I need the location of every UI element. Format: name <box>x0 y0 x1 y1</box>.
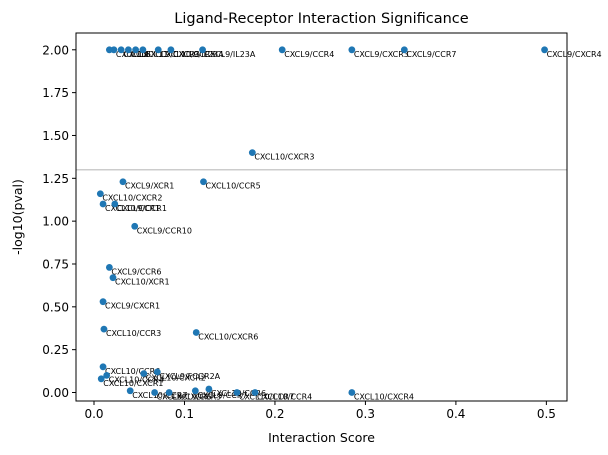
data-point <box>400 46 408 54</box>
data-point <box>140 370 148 378</box>
point-label: CXCL9/CXCR3 <box>145 50 200 59</box>
data-point <box>139 46 147 54</box>
data-point <box>105 264 113 271</box>
point-label: CXCL9/CCR7 <box>406 50 456 59</box>
data-point <box>248 149 256 157</box>
data-point <box>109 274 117 282</box>
data-point <box>154 46 162 54</box>
data-point <box>111 200 119 208</box>
data-point <box>165 389 173 396</box>
x-tick-label: 0.1 <box>175 407 194 421</box>
point-label: CXCL11 <box>138 50 169 59</box>
x-tick-label: 0.0 <box>84 407 103 421</box>
y-axis-label: -log10(pval) <box>10 179 25 255</box>
y-tick-label: 0.50 <box>42 300 69 314</box>
point-label: CXCL10/CCR6 <box>105 367 160 376</box>
point-label: CXCL10/CXCR2 <box>102 194 162 203</box>
plot-area: CXCL10CXCL9CCL5CXCL11CXCL9/CXCR3CXCL10/C… <box>42 32 602 421</box>
point-label: CXCL9/CXCR4 <box>547 50 602 59</box>
y-tick-label: 0.25 <box>42 343 69 357</box>
data-point <box>100 325 108 333</box>
x-tick-label: 0.4 <box>446 407 465 421</box>
data-point <box>132 46 140 54</box>
point-label: CCL5 <box>130 50 151 59</box>
data-point <box>131 222 139 230</box>
data-point <box>251 389 259 396</box>
point-label: CXCL10/CCR1 <box>105 204 160 213</box>
data-point <box>126 387 134 395</box>
chart-title: Ligand-Receptor Interaction Significance <box>174 11 468 27</box>
point-label: CXCL10/XCR1 <box>115 278 170 287</box>
data-point <box>117 46 125 54</box>
data-point <box>191 387 199 395</box>
data-point <box>151 389 159 396</box>
point-label: CXCL9/FCGR2A <box>159 372 220 381</box>
point-label: CXCL10/CCR3 <box>106 329 161 338</box>
y-tick-label: 0.00 <box>42 386 69 400</box>
data-point <box>99 298 107 306</box>
y-tick-label: 1.75 <box>42 86 69 100</box>
point-label: CXCL9/IL23A <box>173 50 224 59</box>
data-point <box>348 46 356 54</box>
data-point <box>192 329 200 336</box>
data-point <box>110 46 118 54</box>
point-label: CXCL9/IL23A <box>205 50 256 59</box>
data-point <box>278 46 286 54</box>
x-axis-label: Interaction Score <box>268 430 375 445</box>
data-point <box>96 190 104 198</box>
data-point <box>119 178 127 186</box>
data-point <box>541 46 548 54</box>
point-label: CXCL10/CCR7 <box>239 393 294 402</box>
x-tick-label: 0.3 <box>356 407 375 421</box>
point-label: CXCL9/CCR3 <box>171 393 221 402</box>
y-tick-label: 2.00 <box>42 43 69 57</box>
data-point <box>103 371 111 379</box>
y-tick-label: 1.25 <box>42 172 69 186</box>
data-point <box>348 389 356 396</box>
y-tick-label: 1.00 <box>42 215 69 229</box>
data-point <box>97 375 105 383</box>
point-label: CXCL9/CCR7 <box>197 391 247 400</box>
point-label: CXCL10/CXCR2 <box>146 374 206 383</box>
point-label: CXCL10/CXCR6 <box>198 333 258 342</box>
point-label: CXCL10/CCR5 <box>205 182 260 191</box>
data-point <box>99 363 107 371</box>
data-point <box>205 385 213 393</box>
plot-frame <box>75 32 568 402</box>
point-label: CXCL9/CCR4 <box>284 50 334 59</box>
data-point <box>200 178 207 186</box>
point-label: CXCL9/CXCR3 <box>354 50 409 59</box>
point-label: CXCL10/CCR5 <box>160 50 215 59</box>
point-label: CXCL10/CCR4 <box>257 393 312 402</box>
point-label: CXCL9/CCR6 <box>111 267 161 276</box>
data-point <box>124 46 132 54</box>
point-label: CXCL9/CXCR1 <box>105 302 160 311</box>
point-label: CXCL9 <box>123 50 149 59</box>
data-point <box>199 46 206 54</box>
point-label: CXCL10/CCR7 <box>132 391 187 400</box>
point-label: CXCL9/CCR1 <box>117 204 167 213</box>
y-tick-label: 0.75 <box>42 257 69 271</box>
point-label: CXCL10 <box>116 50 147 59</box>
point-label: CXCL9/CCR10 <box>137 226 192 235</box>
point-label: CXCL9/CXCR6 <box>157 393 212 402</box>
y-tick-label: 1.50 <box>42 129 69 143</box>
point-label: CXCL10/CXCR3 <box>254 153 314 162</box>
x-tick-label: 0.5 <box>537 407 556 421</box>
data-point <box>167 46 175 54</box>
x-tick-label: 0.2 <box>265 407 284 421</box>
point-label: CXCL9/XCR1 <box>125 182 174 191</box>
point-label: CXCL10/CCR4 <box>109 375 164 384</box>
point-label: CXCL10/CXCR1 <box>103 379 163 388</box>
data-point <box>99 200 107 208</box>
data-point <box>233 389 241 396</box>
data-point <box>153 368 161 376</box>
point-label: CXCL10/CXCR4 <box>354 393 414 402</box>
